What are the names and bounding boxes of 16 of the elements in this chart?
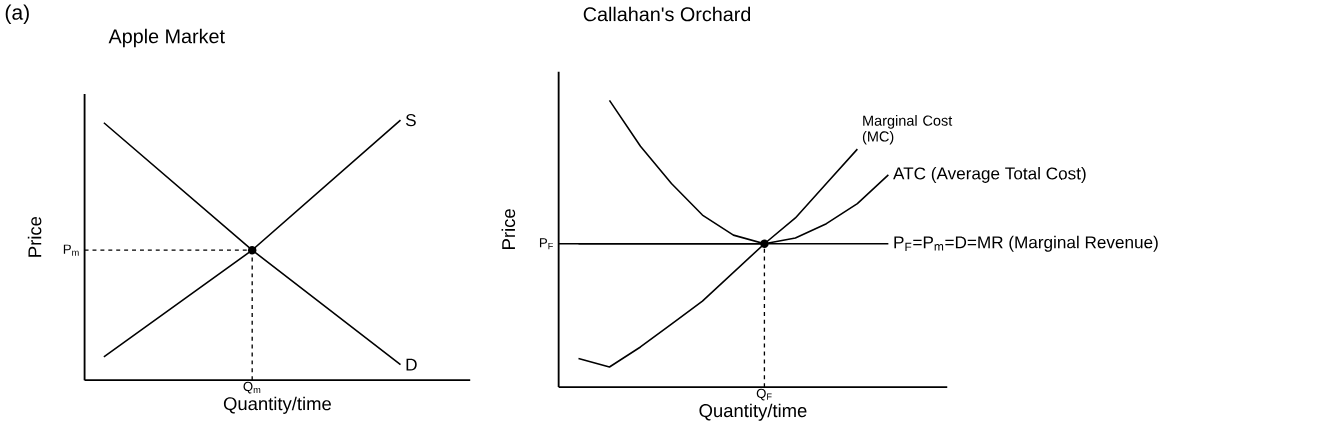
y-axis-title: Price: [27, 217, 42, 257]
chart-title: Apple Market: [108, 29, 225, 48]
x-axis-title: Quantity/time: [699, 403, 807, 422]
x-axis-title: Quantity/time: [223, 396, 331, 415]
text: Q$_{m}$: [243, 382, 261, 394]
text: Q$_{F}$: [756, 388, 772, 401]
text: (a): [5, 4, 29, 25]
chart-title: Callahan's Orchard: [583, 7, 751, 22]
series-label: P$_{F}$=P$_{m}$=D=MR (Marginal Revenue): [894, 235, 1158, 252]
y-axis-title: Price: [501, 209, 516, 250]
series-label: S: [405, 114, 416, 127]
ref-line-label: P$_{F}$: [539, 238, 553, 250]
series-label: D: [406, 358, 417, 371]
ref-line-label: P$_{m}$: [63, 244, 79, 256]
series-label: ATC (Average Total Cost): [893, 167, 1086, 184]
series-label: Marginal Cost (MC): [862, 115, 953, 145]
